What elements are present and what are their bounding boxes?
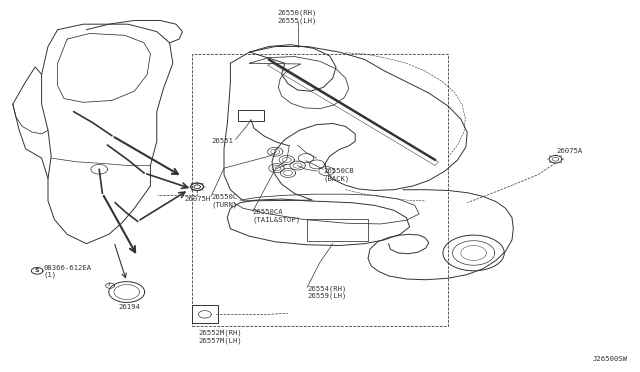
Bar [307, 219, 368, 241]
Text: 26551: 26551 [212, 138, 234, 144]
Text: 26075H: 26075H [184, 196, 211, 202]
Text: 26554(RH)
26559(LH): 26554(RH) 26559(LH) [307, 285, 347, 299]
Text: 26550C
(TURN): 26550C (TURN) [211, 194, 237, 208]
Text: 26550CA
(TAIL&STOP): 26550CA (TAIL&STOP) [253, 209, 301, 222]
FancyBboxPatch shape [238, 110, 264, 121]
Text: 26075A: 26075A [557, 148, 583, 154]
Text: S: S [35, 268, 40, 273]
Text: J26500SW: J26500SW [592, 356, 627, 362]
Text: 26552M(RH)
26557M(LH): 26552M(RH) 26557M(LH) [198, 330, 242, 344]
Text: 26550(RH)
26555(LH): 26550(RH) 26555(LH) [278, 10, 317, 24]
Text: 26550CB
(BACK): 26550CB (BACK) [323, 168, 354, 182]
Bar [192, 54, 448, 326]
Text: 26194: 26194 [118, 304, 140, 310]
FancyBboxPatch shape [192, 305, 218, 323]
Text: 08366-612EA
(1): 08366-612EA (1) [44, 265, 92, 278]
